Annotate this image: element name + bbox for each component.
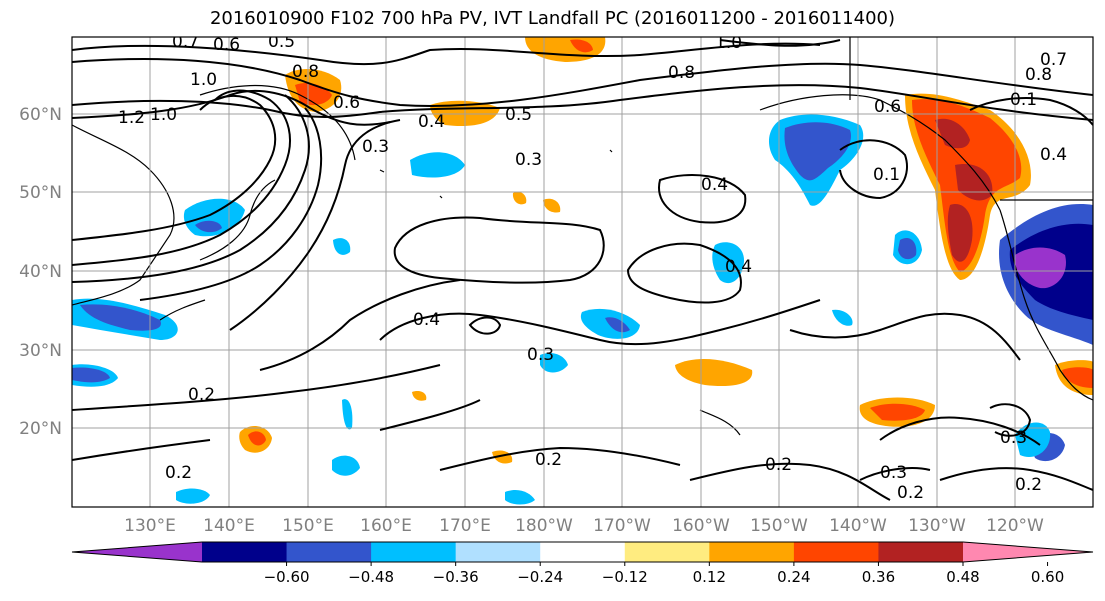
latitude-labels: 60°N 50°N 40°N 30°N 20°N bbox=[19, 105, 62, 439]
lon-label: 160°E bbox=[360, 516, 412, 536]
contour-label: 0.6 bbox=[874, 97, 901, 117]
contour-label: 0.2 bbox=[188, 385, 215, 405]
contour-label: 0.3 bbox=[880, 463, 907, 483]
region-box bbox=[849, 37, 1093, 201]
lat-label: 40°N bbox=[19, 262, 62, 282]
lon-label: 170°W bbox=[593, 516, 651, 536]
contour-label-group: 0.7 0.6 0.5 1.0 0.8 1.0 1.2 0.6 0.4 0.5 … bbox=[118, 32, 1067, 503]
map-frame bbox=[71, 36, 1094, 508]
contour-label: 0.8 bbox=[292, 62, 319, 82]
lat-label: 20°N bbox=[19, 419, 62, 439]
contour-label: 0.7 bbox=[172, 32, 199, 52]
contour-label: 0.7 bbox=[1040, 50, 1067, 70]
lat-label: 30°N bbox=[19, 341, 62, 361]
colorbar-segment bbox=[793, 542, 879, 562]
colorbar-segment bbox=[878, 542, 964, 562]
contour-label: 0.4 bbox=[1040, 145, 1067, 165]
graticule bbox=[72, 37, 1093, 507]
colorbar-tick-label: 0.60 bbox=[1031, 568, 1064, 586]
lon-label: 150°E bbox=[282, 516, 334, 536]
colorbar-tick-label: 0.24 bbox=[777, 568, 810, 586]
contour-label: 0.4 bbox=[701, 175, 728, 195]
contour-label: 0.3 bbox=[1000, 428, 1027, 448]
contour-label: 0.3 bbox=[527, 345, 554, 365]
lon-label: 170°E bbox=[439, 516, 491, 536]
contour-label: 0.1 bbox=[873, 165, 900, 185]
map-title: 2016010900 F102 700 hPa PV, IVT Landfall… bbox=[209, 8, 896, 29]
contour-label: 0.4 bbox=[418, 112, 445, 132]
coastlines bbox=[72, 84, 1093, 436]
lon-label: 140°E bbox=[203, 516, 255, 536]
lat-label: 50°N bbox=[19, 183, 62, 203]
contour-label: 0.1 bbox=[1010, 90, 1037, 110]
colorbar-segment bbox=[455, 542, 541, 562]
colorbar-segment bbox=[540, 542, 626, 562]
lon-label: 150°W bbox=[750, 516, 808, 536]
colorbar-segment bbox=[202, 542, 288, 562]
colorbar-tick-label: −0.36 bbox=[433, 568, 479, 586]
contour-label: 1.0 bbox=[715, 33, 742, 53]
lon-label: 140°W bbox=[829, 516, 887, 536]
contour-label: 0.8 bbox=[1025, 65, 1052, 85]
contour-label: 1.0 bbox=[190, 70, 217, 90]
contour-label: 0.8 bbox=[668, 63, 695, 83]
colorbar-extension-min bbox=[72, 542, 202, 562]
contour-label: 0.6 bbox=[333, 93, 360, 113]
longitude-labels: 130°E 140°E 150°E 160°E 170°E 180°W 170°… bbox=[124, 516, 1044, 536]
colorbar-segment bbox=[709, 542, 795, 562]
lon-label: 180°W bbox=[515, 516, 573, 536]
contour-label: 0.4 bbox=[725, 257, 752, 277]
colorbar-tick-label: 0.36 bbox=[862, 568, 895, 586]
colorbar-extension-max bbox=[963, 542, 1093, 562]
colorbar-tick-label: −0.12 bbox=[602, 568, 648, 586]
colorbar-segment bbox=[286, 542, 372, 562]
contour-label: 0.2 bbox=[1015, 475, 1042, 495]
colorbar-tick-label: −0.60 bbox=[264, 568, 310, 586]
contour-label: 0.5 bbox=[268, 32, 295, 52]
contour-label: 0.5 bbox=[505, 105, 532, 125]
colorbar-outline bbox=[71, 541, 1094, 563]
colorbar-tick-label: 0.48 bbox=[946, 568, 979, 586]
contour-label: 0.3 bbox=[362, 137, 389, 157]
lon-label: 160°W bbox=[672, 516, 730, 536]
colorbar-tick-label: −0.48 bbox=[348, 568, 394, 586]
contour-label: 0.2 bbox=[165, 463, 192, 483]
lon-label: 130°E bbox=[124, 516, 176, 536]
lat-label: 60°N bbox=[19, 105, 62, 125]
colorbar-segment bbox=[371, 542, 457, 562]
contour-label: 0.4 bbox=[413, 310, 440, 330]
colorbar-segment bbox=[624, 542, 710, 562]
contour-label: 0.2 bbox=[765, 455, 792, 475]
contour-label: 1.2 bbox=[118, 108, 145, 128]
contour-label: 0.2 bbox=[897, 483, 924, 503]
colorbar-tick-label: 0.12 bbox=[693, 568, 726, 586]
contour-label: 0.3 bbox=[515, 150, 542, 170]
lon-label: 130°W bbox=[908, 516, 966, 536]
contour-label: 0.6 bbox=[213, 35, 240, 55]
pv-contours bbox=[72, 39, 1093, 501]
colorbar: −0.60 −0.48 −0.36 −0.24 −0.12 0.12 0.24 0.36 0.4… bbox=[71, 541, 1094, 586]
contour-label: 1.0 bbox=[150, 105, 177, 125]
colorbar-tick-label: −0.24 bbox=[517, 568, 563, 586]
lon-label: 120°W bbox=[986, 516, 1044, 536]
contour-label: 0.2 bbox=[535, 450, 562, 470]
